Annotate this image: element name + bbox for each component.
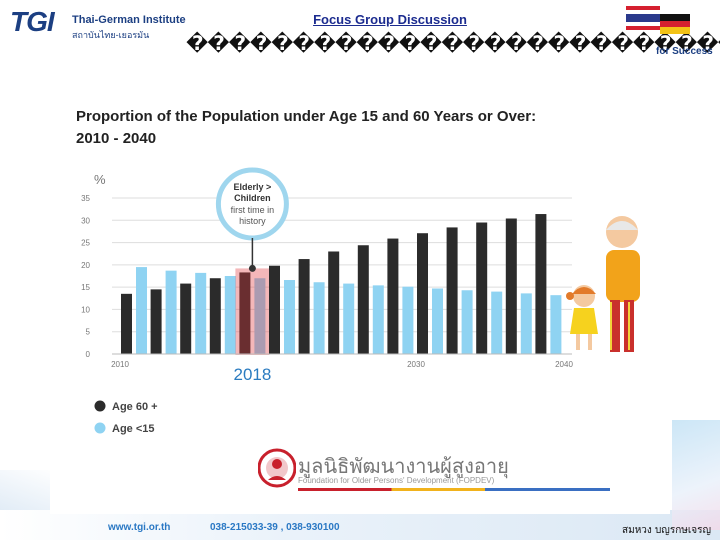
legend-label: Age <15 — [112, 423, 155, 435]
org-name-thai: สถาบันไทย-เยอรมัน — [72, 30, 150, 40]
page-title: Focus Group Discussion — [313, 12, 467, 27]
bar-age60 — [417, 233, 428, 354]
footer-band — [0, 510, 720, 540]
bar-under15 — [343, 283, 355, 354]
bar-age60 — [269, 265, 280, 354]
bar-under15 — [313, 282, 325, 354]
thai-flag-icon — [626, 6, 660, 30]
tgi-logo: TGI Thai-German Institute สถาบันไทย-เยอร… — [10, 6, 186, 46]
annotation-bubble — [215, 167, 289, 241]
bar-age60 — [476, 222, 488, 354]
bar-under15 — [254, 278, 266, 354]
footer-website: www.tgi.or.th — [108, 522, 171, 533]
german-flag-icon — [660, 14, 690, 34]
foundation-name-en: Foundation for Older Persons' Developmen… — [298, 476, 495, 485]
bar-under15 — [136, 267, 147, 354]
bar-under15 — [520, 293, 532, 354]
x-tick-label: 2010 — [111, 360, 129, 369]
bar-age60 — [505, 218, 517, 354]
annotation-line3: first time in — [231, 205, 275, 215]
legend-label: Age 60 + — [112, 401, 158, 413]
logo-mark: TGI — [10, 6, 55, 37]
y-tick-label: 35 — [81, 194, 90, 203]
y-tick-label: 25 — [81, 239, 90, 248]
bar-under15 — [224, 276, 236, 354]
bar-age60 — [535, 214, 547, 354]
bar-under15 — [284, 280, 295, 354]
bar-age60 — [121, 293, 132, 354]
x-tick-label: 2030 — [407, 360, 425, 369]
bar-under15 — [402, 286, 414, 354]
tagline: for Success — [656, 46, 713, 57]
bar-under15 — [491, 291, 503, 354]
bar-age60 — [446, 227, 458, 354]
y-tick-label: 30 — [81, 216, 90, 225]
highlight-year-label: 2018 — [233, 365, 271, 384]
chart-title: Proportion of the Population under Age 1… — [76, 106, 606, 150]
annotation-line2: Children — [234, 193, 271, 203]
chart-title-line1: Proportion of the Population under Age 1… — [76, 108, 537, 125]
bar-age60 — [387, 238, 399, 354]
y-tick-label: 15 — [81, 283, 90, 292]
x-tick-label: 2040 — [555, 360, 573, 369]
bar-under15 — [195, 272, 207, 354]
bar-under15 — [165, 270, 177, 354]
bar-under15 — [550, 295, 562, 354]
bar-age60 — [180, 283, 192, 354]
foundation-color-bar — [298, 488, 610, 491]
chart-title-line2: 2010 - 2040 — [76, 130, 157, 147]
foundation-name-thai: มูลนิธิพัฒนางานผู้สูงอายุ — [298, 454, 509, 478]
y-tick-label: 10 — [81, 305, 90, 314]
bar-age60 — [239, 272, 251, 354]
decorative-side-art — [672, 420, 720, 530]
annotation-line4: history — [239, 216, 266, 226]
footer-phone: 038-215033-39 , 038-930100 — [210, 522, 340, 533]
legend-swatch — [94, 400, 106, 412]
legend-swatch — [94, 422, 106, 434]
bar-age60 — [150, 289, 162, 354]
page-subtitle: ������������������������������������ — [186, 31, 720, 55]
bar-age60 — [298, 259, 310, 354]
bar-age60 — [357, 245, 369, 354]
foundation-seal-icon — [258, 448, 296, 488]
y-tick-label: 20 — [81, 261, 90, 270]
bar-under15 — [461, 290, 473, 354]
annotation-line1: Elderly > — [234, 182, 272, 192]
y-tick-label: 0 — [86, 350, 91, 359]
bar-age60 — [209, 278, 221, 354]
bar-under15 — [372, 285, 384, 354]
fopdev-logo: มูลนิธิพัฒนางานผู้สูงอายุ Foundation for… — [250, 446, 620, 492]
y-tick-label: 5 — [86, 328, 91, 337]
highlight-box-2018 — [235, 268, 270, 356]
bar-age60 — [328, 251, 340, 354]
annotation-dot — [248, 264, 256, 272]
elderly-and-child-illustration — [566, 216, 640, 352]
footer-author: สมหวง บญรกษเจรญ — [622, 525, 712, 536]
y-axis-label: % — [94, 172, 106, 187]
org-name: Thai-German Institute — [72, 14, 186, 26]
bar-under15 — [432, 288, 443, 354]
